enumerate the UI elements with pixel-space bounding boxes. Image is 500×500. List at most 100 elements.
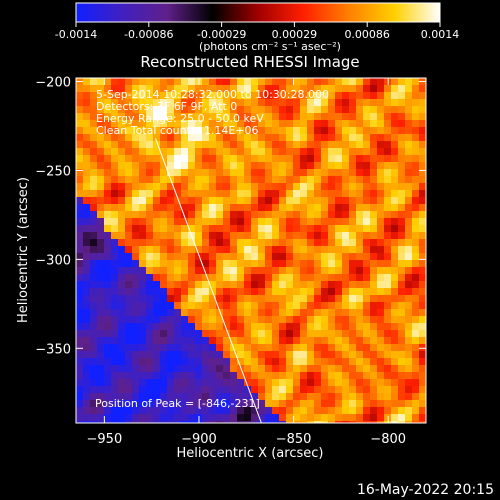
heatmap-cell xyxy=(195,169,203,177)
heatmap-cell xyxy=(202,197,210,205)
heatmap-cell xyxy=(139,204,147,212)
heatmap-cell xyxy=(230,393,238,401)
heatmap-cell xyxy=(412,183,420,191)
heatmap-cell xyxy=(230,99,238,107)
heatmap-cell xyxy=(104,169,112,177)
heatmap-cell xyxy=(146,400,154,408)
heatmap-cell xyxy=(195,393,203,401)
heatmap-cell xyxy=(321,197,329,205)
heatmap-cell xyxy=(286,302,294,310)
heatmap-cell xyxy=(104,197,112,205)
heatmap-cell xyxy=(195,351,203,359)
heatmap-cell xyxy=(237,162,245,170)
heatmap-cell xyxy=(293,239,301,247)
heatmap-cell xyxy=(300,393,308,401)
heatmap-cell xyxy=(349,176,357,184)
heatmap-cell xyxy=(307,204,315,212)
heatmap-cell xyxy=(328,400,336,408)
heatmap-cell xyxy=(314,372,322,380)
heatmap-cell xyxy=(209,246,217,254)
heatmap-cell xyxy=(97,99,105,107)
heatmap-cell xyxy=(139,211,147,219)
heatmap-cell xyxy=(188,302,196,310)
heatmap-cell xyxy=(202,232,210,240)
heatmap-cell xyxy=(244,169,252,177)
heatmap-cell xyxy=(146,197,154,205)
heatmap-cell xyxy=(258,316,266,324)
heatmap-cell xyxy=(195,155,203,163)
heatmap-cell xyxy=(377,288,385,296)
heatmap-cell xyxy=(181,267,189,275)
heatmap-cell xyxy=(356,344,364,352)
heatmap-cell xyxy=(419,190,426,198)
heatmap-cell xyxy=(244,421,252,423)
heatmap-cell xyxy=(377,127,385,135)
heatmap-cell xyxy=(153,85,161,93)
heatmap-cell xyxy=(181,134,189,142)
heatmap-cell xyxy=(146,323,154,331)
heatmap-cell xyxy=(293,78,301,86)
heatmap-cell xyxy=(384,239,392,247)
heatmap-cell xyxy=(237,225,245,233)
heatmap-cell xyxy=(307,302,315,310)
heatmap-cell xyxy=(391,421,399,423)
heatmap-cell xyxy=(272,176,280,184)
heatmap-cell xyxy=(328,134,336,142)
heatmap-cell xyxy=(321,260,329,268)
heatmap-cell xyxy=(384,267,392,275)
heatmap-cell xyxy=(188,309,196,317)
heatmap-cell xyxy=(384,253,392,261)
heatmap-cell xyxy=(195,127,203,135)
heatmap-cell xyxy=(160,337,168,345)
heatmap-cell xyxy=(272,274,280,282)
heatmap-cell xyxy=(153,246,161,254)
heatmap-cell xyxy=(258,344,266,352)
heatmap-cell xyxy=(265,92,273,100)
heatmap-cell xyxy=(300,288,308,296)
heatmap-cell xyxy=(307,162,315,170)
heatmap-cell xyxy=(230,183,238,191)
heatmap-cell xyxy=(328,197,336,205)
heatmap-cell xyxy=(174,211,182,219)
heatmap-cell xyxy=(405,113,413,121)
heatmap-cell xyxy=(286,106,294,114)
heatmap-cell xyxy=(286,113,294,121)
heatmap-cell xyxy=(370,225,378,233)
heatmap-cell xyxy=(181,106,189,114)
heatmap-cell xyxy=(328,309,336,317)
heatmap-cell xyxy=(370,400,378,408)
heatmap-cell xyxy=(118,330,126,338)
heatmap-cell xyxy=(279,393,287,401)
heatmap-cell xyxy=(132,218,140,226)
heatmap-cell xyxy=(139,351,147,359)
heatmap-cell xyxy=(153,288,161,296)
heatmap-cell xyxy=(244,414,252,422)
heatmap-cell xyxy=(405,176,413,184)
heatmap-cell xyxy=(349,386,357,394)
heatmap-cell xyxy=(195,183,203,191)
heatmap-cell xyxy=(328,379,336,387)
heatmap-cell xyxy=(223,169,231,177)
heatmap-cell xyxy=(412,358,420,366)
heatmap-cell xyxy=(419,162,426,170)
heatmap-cell xyxy=(286,267,294,275)
heatmap-cell xyxy=(97,421,105,423)
heatmap-cell xyxy=(230,246,238,254)
heatmap-cell xyxy=(132,421,140,423)
heatmap-cell xyxy=(328,330,336,338)
heatmap-cell xyxy=(370,92,378,100)
heatmap-cell xyxy=(209,120,217,128)
heatmap-cell xyxy=(90,407,98,415)
heatmap-cell xyxy=(321,309,329,317)
heatmap-cell xyxy=(83,393,91,401)
heatmap-cell xyxy=(300,127,308,135)
heatmap-cell xyxy=(293,253,301,261)
colorbar-tick-label: 0.00029 xyxy=(272,28,318,41)
heatmap-cell xyxy=(132,365,140,373)
heatmap-cell xyxy=(384,225,392,233)
heatmap-cell xyxy=(321,393,329,401)
heatmap-cell xyxy=(195,204,203,212)
heatmap-cell xyxy=(356,204,364,212)
heatmap-cell xyxy=(174,162,182,170)
heatmap-cell xyxy=(160,274,168,282)
